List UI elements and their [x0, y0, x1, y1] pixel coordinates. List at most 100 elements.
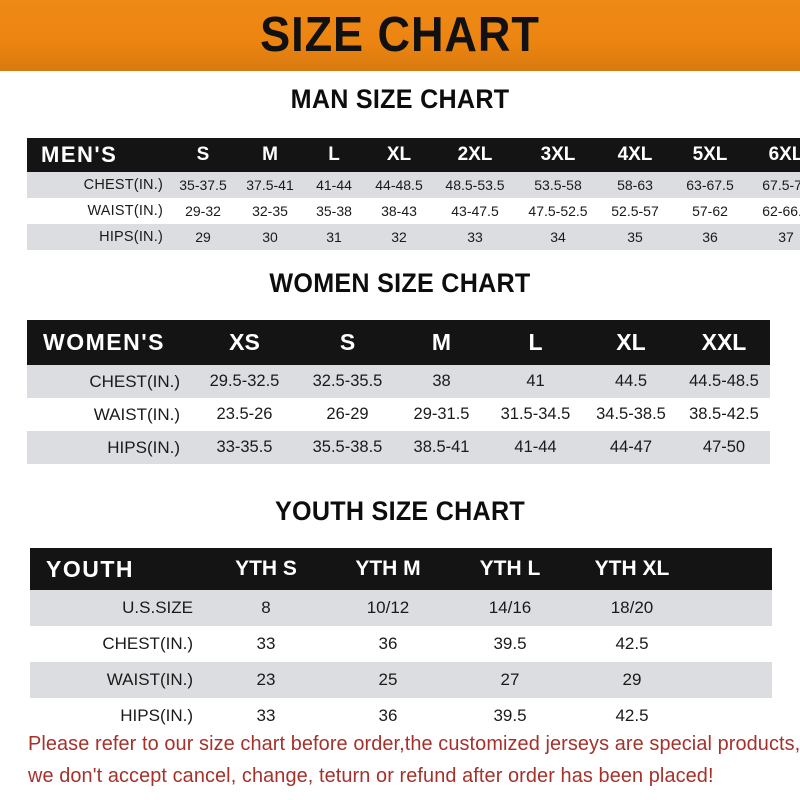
youth-row-label: U.S.SIZE: [122, 598, 193, 617]
men-row-label: CHEST(IN.): [83, 177, 163, 193]
table-row: CHEST(IN.) 33 36 39.5 42.5: [30, 626, 772, 662]
men-cell: 47.5-52.5: [528, 203, 588, 219]
men-cell: 35-37.5: [179, 177, 227, 193]
youth-cell: 27: [500, 670, 520, 689]
youth-cell: 36: [378, 706, 398, 725]
women-cell: 23.5-26: [216, 405, 273, 423]
men-row-label: HIPS(IN.): [99, 229, 163, 245]
men-cell: 34: [550, 229, 566, 245]
youth-cell: 39.5: [493, 634, 527, 653]
men-cell: 35: [627, 229, 643, 245]
youth-cell: 33: [256, 634, 276, 653]
men-cell: 30: [262, 229, 278, 245]
table-row: HIPS(IN.) 33 36 39.5 42.5: [30, 698, 772, 734]
men-cell: 38-43: [381, 203, 417, 219]
men-cell: 37: [778, 229, 794, 245]
women-row-label: WAIST(IN.): [93, 404, 180, 424]
women-cell: 47-50: [702, 438, 746, 456]
men-cell: 43-47.5: [451, 203, 499, 219]
youth-col-header: YTH L: [479, 557, 541, 580]
youth-cell: 18/20: [610, 598, 654, 617]
man-section-heading: MAN SIZE CHART: [290, 84, 510, 114]
women-cell: 44.5-48.5: [689, 372, 759, 390]
table-row: WAIST(IN.) 23 25 27 29: [30, 662, 772, 698]
men-col-header: 2XL: [457, 144, 493, 165]
men-cell: 36: [702, 229, 718, 245]
youth-cell: 39.5: [493, 706, 527, 725]
women-col-header: XS: [229, 329, 260, 355]
youth-cell: 14/16: [488, 598, 532, 617]
youth-cell: 10/12: [366, 598, 410, 617]
youth-size-table: YOUTH YTH S YTH M YTH L YTH XL U.S.SIZE …: [30, 548, 772, 734]
table-row: HIPS(IN.) 33-35.5 35.5-38.5 38.5-41 41-4…: [27, 431, 770, 464]
men-cell: 48.5-53.5: [445, 177, 505, 193]
men-cell: 31: [326, 229, 342, 245]
youth-header-label: YOUTH: [46, 555, 134, 582]
women-size-table: WOMEN'S XS S M L XL XXL CHEST(IN.) 29.5-…: [27, 320, 770, 464]
women-cell: 38.5-41: [413, 438, 470, 456]
women-col-header: M: [431, 329, 452, 355]
women-cell: 32.5-35.5: [312, 372, 383, 390]
table-row: CHEST(IN.) 29.5-32.5 32.5-35.5 38 41 44.…: [27, 365, 770, 398]
youth-col-header: YTH M: [355, 557, 421, 580]
men-col-header: 4XL: [617, 144, 653, 165]
women-cell: 34.5-38.5: [596, 405, 666, 423]
youth-cell: 25: [378, 670, 398, 689]
men-cell: 32-35: [252, 203, 288, 219]
banner: SIZE CHART: [0, 0, 800, 71]
men-col-header: XL: [386, 144, 412, 165]
women-section-heading: WOMEN SIZE CHART: [269, 268, 531, 298]
youth-cell: 8: [261, 598, 271, 617]
men-cell: 62-66.5: [762, 203, 800, 219]
youth-row-filler: [693, 590, 772, 626]
youth-cell: 33: [256, 706, 276, 725]
men-col-header: 3XL: [540, 144, 576, 165]
women-cell: 26-29: [326, 405, 369, 423]
table-row: WAIST(IN.) 23.5-26 26-29 29-31.5 31.5-34…: [27, 398, 770, 431]
men-size-table: MEN'S S M L XL 2XL 3XL 4XL 5XL 6XL CHEST…: [27, 138, 800, 250]
men-col-header: S: [196, 144, 210, 165]
women-col-header: XL: [616, 329, 646, 355]
men-row-label: WAIST(IN.): [87, 203, 163, 219]
youth-cell: 36: [378, 634, 398, 653]
youth-col-header: YTH XL: [594, 557, 670, 580]
women-cell: 44.5: [614, 372, 648, 390]
table-row: WAIST(IN.) 29-32 32-35 35-38 38-43 43-47…: [27, 198, 800, 224]
youth-header-row: YOUTH YTH S YTH M YTH L YTH XL: [30, 548, 772, 590]
women-col-header: L: [528, 329, 543, 355]
youth-cell: 23: [256, 670, 276, 689]
youth-row-label: HIPS(IN.): [120, 706, 193, 725]
footer-line-1: Please refer to our size chart before or…: [28, 732, 800, 755]
youth-section-heading: YOUTH SIZE CHART: [275, 496, 525, 526]
men-col-header: 5XL: [692, 144, 728, 165]
women-cell: 31.5-34.5: [500, 405, 571, 423]
women-col-header: S: [339, 329, 356, 355]
table-row: CHEST(IN.) 35-37.5 37.5-41 41-44 44-48.5…: [27, 172, 800, 198]
men-cell: 44-48.5: [375, 177, 423, 193]
men-cell: 32: [391, 229, 407, 245]
men-cell: 35-38: [316, 203, 352, 219]
men-cell: 29-32: [185, 203, 221, 219]
page-title: SIZE CHART: [260, 8, 540, 62]
youth-cell: 42.5: [615, 634, 649, 653]
youth-row-label: WAIST(IN.): [106, 670, 193, 689]
men-header-label: MEN'S: [41, 142, 118, 167]
women-cell: 41: [526, 372, 545, 390]
women-cell: 38: [432, 372, 451, 390]
women-cell: 33-35.5: [216, 438, 273, 456]
women-cell: 44-47: [609, 438, 653, 456]
women-header-label: WOMEN'S: [43, 329, 166, 355]
women-cell: 29.5-32.5: [209, 372, 280, 390]
men-cell: 52.5-57: [611, 203, 659, 219]
women-cell: 35.5-38.5: [312, 438, 383, 456]
men-cell: 33: [467, 229, 483, 245]
women-cell: 38.5-42.5: [689, 405, 759, 423]
women-col-header: XXL: [701, 329, 747, 355]
women-header-row: WOMEN'S XS S M L XL XXL: [27, 320, 770, 365]
youth-col-header: YTH S: [235, 557, 297, 580]
men-col-header: L: [328, 144, 340, 165]
women-cell: 29-31.5: [413, 405, 470, 423]
men-cell: 41-44: [316, 177, 352, 193]
men-cell: 63-67.5: [686, 177, 734, 193]
